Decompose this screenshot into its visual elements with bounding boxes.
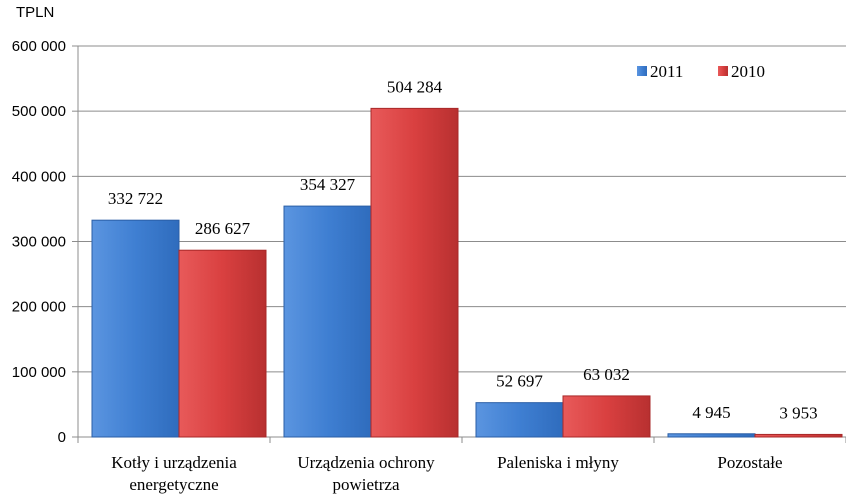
bar-2010-2 [370,107,459,438]
data-label-2011-1: 332 722 [108,189,163,208]
bar-2011-4 [667,433,756,438]
bar-2010-4 [754,433,843,438]
y-tick-label: 500 000 [12,103,66,120]
bar-2011-1 [91,219,180,438]
bar-2011-2 [283,205,372,438]
x-category-label: powietrza [332,475,399,494]
data-label-2011-4: 4 945 [692,403,730,422]
x-category-label: Paleniska i młyny [497,453,619,472]
legend-swatch-2010 [718,66,728,76]
x-category-label: Kotły i urządzenia [111,453,237,472]
y-unit-label: TPLN [16,4,54,21]
data-label-2011-3: 52 697 [496,372,543,391]
bar-2010-1 [178,249,267,438]
data-label-2010-2: 504 284 [387,77,443,96]
x-category-label: Pozostałe [717,453,782,472]
bar-2011-3 [475,402,564,438]
data-label-2010-4: 3 953 [779,403,817,422]
bar-2010-3 [562,395,651,438]
data-label-2010-3: 63 032 [583,365,630,384]
x-category-label: energetyczne [129,475,218,494]
y-tick-label: 100 000 [12,364,66,381]
legend-label-2010: 2010 [731,62,765,81]
y-tick-label: 0 [58,429,66,446]
bars [91,107,843,438]
legend: 2011 2010 [637,62,765,81]
data-labels: 0 100 000 200 000 300 000 400 000 500 000 600 … [12,38,818,494]
y-tick-label: 300 000 [12,234,66,251]
y-tick-label: 400 000 [12,168,66,185]
x-category-label: Urządzenia ochrony [297,453,435,472]
y-tick-label: 600 000 [12,38,66,55]
data-label-2010-1: 286 627 [195,219,251,238]
legend-label-2011: 2011 [650,62,683,81]
data-label-2011-2: 354 327 [300,175,356,194]
y-tick-label: 200 000 [12,299,66,316]
legend-swatch-2011 [637,66,647,76]
